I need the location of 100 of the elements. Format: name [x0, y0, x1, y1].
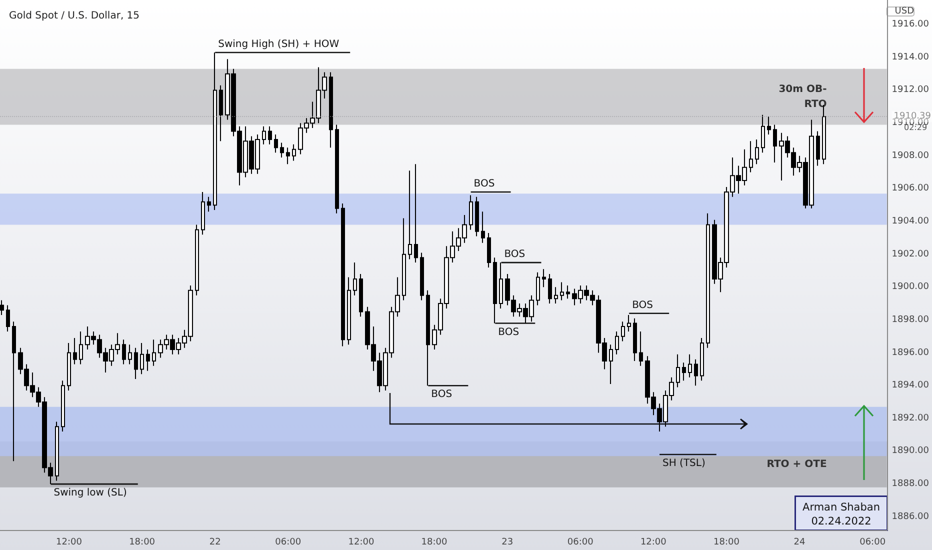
candlestick [682, 362, 686, 382]
candlestick [487, 232, 491, 268]
candlestick [274, 134, 278, 154]
candlestick [402, 218, 406, 301]
candlestick [140, 342, 144, 375]
x-tick-label: 12:00 [56, 538, 82, 548]
band-label: 30m OB- RTO [778, 84, 827, 110]
x-tick-label: 22 [209, 538, 221, 548]
x-tick-label: 23 [502, 538, 514, 548]
x-tick-label: 12:00 [348, 538, 374, 548]
candlestick [152, 339, 156, 366]
x-tick-label: 06:00 [567, 538, 594, 548]
candlestick [499, 262, 503, 309]
candlestick [609, 344, 613, 384]
candlestick [816, 130, 820, 166]
y-tick-label: 1912.00 [892, 85, 930, 96]
y-tick-label: 1900.00 [892, 282, 930, 292]
candlestick [688, 354, 692, 378]
candlestick [213, 52, 217, 211]
candlestick [128, 344, 132, 365]
candlestick [414, 164, 418, 264]
candlestick [761, 114, 765, 154]
candlestick [353, 262, 357, 296]
x-tick-label: 18:00 [421, 538, 448, 548]
annotation: Swing low (SL) [54, 488, 127, 499]
candlestick [55, 421, 59, 482]
candlestick [548, 274, 552, 304]
annotation: BOS [474, 178, 495, 190]
y-tick-label: 1906.00 [892, 184, 930, 194]
x-tick-label: 24 [794, 538, 806, 548]
y-tick-label: 1892.00 [892, 413, 930, 424]
candlestick [6, 304, 10, 332]
candlestick [61, 380, 65, 432]
y-tick-label: 1914.00 [892, 52, 930, 62]
candlestick [639, 330, 643, 366]
candlestick [122, 339, 126, 365]
candlestick [262, 126, 266, 145]
candlestick [347, 276, 351, 346]
candlestick [481, 211, 485, 244]
candlestick [542, 268, 546, 288]
candlestick [292, 144, 296, 162]
y-tick-label: 1916.00 [892, 20, 930, 30]
annotation: SH (TSL) [662, 458, 706, 470]
annotation: BOS [504, 249, 526, 260]
x-tick-label: 18:00 [129, 538, 156, 548]
candlestick [280, 142, 284, 158]
candlestick [67, 342, 71, 392]
y-axis-title: USD [894, 6, 914, 16]
candlestick [560, 282, 564, 301]
candlestick [755, 138, 759, 165]
candlestick [676, 354, 680, 388]
candlestick [426, 290, 430, 386]
candlestick [536, 272, 540, 306]
candlestick [335, 124, 339, 214]
x-tick-label: 18:00 [714, 538, 740, 548]
candlestick [554, 286, 558, 304]
y-tick-label: 1886.00 [892, 512, 930, 522]
y-tick-label: 1894.00 [892, 380, 930, 391]
y-tick-label: 1898.00 [892, 314, 930, 325]
candlestick [493, 257, 497, 324]
candlestick [195, 224, 199, 296]
candlestick [219, 84, 223, 142]
candlestick [469, 194, 473, 230]
candlestick [773, 124, 777, 163]
candlestick [12, 321, 16, 462]
candlestick [700, 338, 704, 382]
candlestick [268, 126, 272, 145]
candlestick [341, 202, 345, 347]
y-tick-label: 1904.00 [892, 216, 930, 227]
y-tick-label: 1896.00 [892, 348, 930, 358]
candlestick [146, 349, 150, 372]
x-tick-label: 12:00 [640, 538, 667, 548]
candlestick [633, 318, 637, 362]
candlestick [621, 321, 625, 342]
candlestick [207, 196, 211, 212]
candlestick [475, 196, 479, 237]
candlestick [566, 285, 570, 300]
candlestick [286, 147, 290, 165]
candlestick [694, 358, 698, 386]
candlestick [706, 212, 710, 348]
candlestick [329, 72, 333, 148]
band-label: RTO + OTE [766, 458, 827, 470]
annotation: Arman Shaban [802, 501, 880, 514]
x-tick-label: 06:00 [860, 538, 886, 548]
y-tick-label: 1908.00 [892, 150, 930, 161]
y-tick-label: 1890.00 [892, 446, 930, 456]
y-tick-label: 1888.00 [892, 479, 930, 490]
y-tick-label: 1902.00 [892, 249, 930, 260]
candlestick [627, 314, 631, 332]
candlestick [79, 330, 83, 365]
annotation: 02.24.2022 [811, 515, 872, 528]
candlestick [420, 252, 424, 301]
candlestick [201, 191, 205, 236]
candlestick [408, 170, 412, 260]
annotation: BOS [498, 326, 520, 338]
x-tick-label: 06:00 [275, 538, 302, 548]
candlestick [767, 116, 771, 136]
annotation: Swing High (SH) + HOW [218, 39, 340, 50]
candlestick [749, 140, 753, 173]
annotation: BOS [431, 389, 452, 400]
